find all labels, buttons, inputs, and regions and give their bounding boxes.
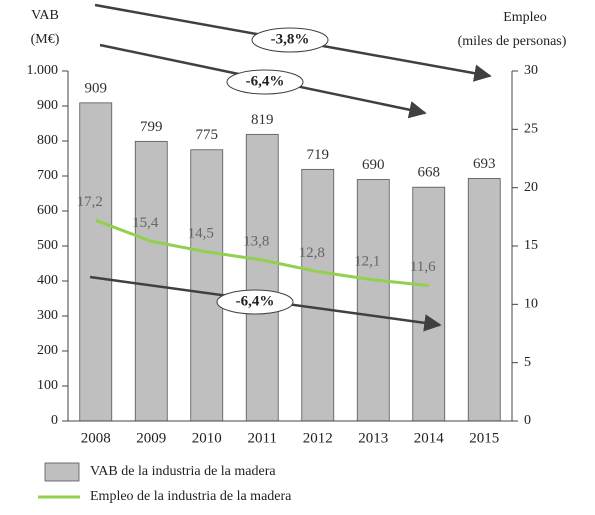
data-label: 799 [140, 119, 163, 135]
y2-tick-label: 5 [524, 355, 531, 370]
data-label: 12,1 [354, 253, 380, 269]
x-tick-label: 2013 [358, 430, 388, 446]
data-label: 719 [307, 147, 330, 163]
data-label: 690 [362, 157, 385, 173]
annotation-bubble [216, 289, 294, 315]
data-label: 14,5 [188, 225, 214, 241]
y-tick-label: 100 [37, 378, 58, 393]
legend-swatch [44, 462, 80, 482]
x-tick-label: 2008 [81, 430, 111, 446]
y-tick-label: 0 [51, 413, 58, 428]
y-tick-label: 700 [37, 168, 58, 183]
y2-axis-label: (miles de personas) [458, 34, 567, 49]
y-tick-label: 200 [37, 343, 58, 358]
bar [412, 186, 446, 422]
x-tick-label: 2012 [303, 430, 333, 446]
line [95, 218, 429, 288]
y2-tick-label: 10 [524, 297, 538, 312]
x-tick-label: 2010 [192, 430, 222, 446]
y2-tick-label: 0 [524, 413, 531, 428]
data-label: 13,8 [243, 233, 269, 249]
x-tick-label: 2015 [469, 430, 499, 446]
y2-axis-label: Empleo [503, 10, 547, 25]
y-tick-label: 500 [37, 238, 58, 253]
data-label: 668 [418, 165, 441, 181]
data-label: 12,8 [299, 245, 325, 261]
bar [79, 102, 113, 422]
bar [356, 179, 390, 422]
data-label: 775 [196, 127, 219, 143]
data-label: 17,2 [77, 194, 103, 210]
bar [134, 140, 168, 422]
x-tick-label: 2014 [414, 430, 445, 446]
y-tick-label: 1.000 [27, 63, 59, 78]
y-axis-label: VAB [31, 8, 59, 23]
annotation: -6,4% [236, 293, 275, 309]
annotation-bubble [251, 27, 329, 53]
legend-label: Empleo de la industria de la madera [90, 489, 292, 504]
data-label: 819 [251, 112, 274, 128]
data-label: 909 [85, 80, 108, 96]
annotation: -3,8% [271, 31, 310, 47]
annotation: -6,4% [246, 73, 285, 89]
y-tick-label: 800 [37, 133, 58, 148]
legend-label: VAB de la industria de la madera [90, 464, 276, 479]
data-label: 693 [473, 156, 496, 172]
y-tick-label: 300 [37, 308, 58, 323]
y-axis-label: (M€) [31, 32, 60, 47]
bar [467, 178, 501, 422]
bar [245, 133, 279, 422]
x-tick-label: 2009 [136, 430, 166, 446]
y2-tick-label: 15 [524, 238, 538, 253]
y-tick-label: 400 [37, 273, 58, 288]
bar [301, 168, 335, 422]
y-tick-label: 600 [37, 203, 58, 218]
y2-tick-label: 30 [524, 63, 538, 78]
data-label: 11,6 [410, 259, 436, 275]
annotation-bubble [226, 69, 304, 95]
data-label: 15,4 [132, 215, 159, 231]
x-tick-label: 2011 [248, 430, 277, 446]
y-tick-label: 900 [37, 98, 58, 113]
bar [190, 149, 224, 422]
y2-tick-label: 20 [524, 180, 538, 195]
y2-tick-label: 25 [524, 122, 538, 137]
